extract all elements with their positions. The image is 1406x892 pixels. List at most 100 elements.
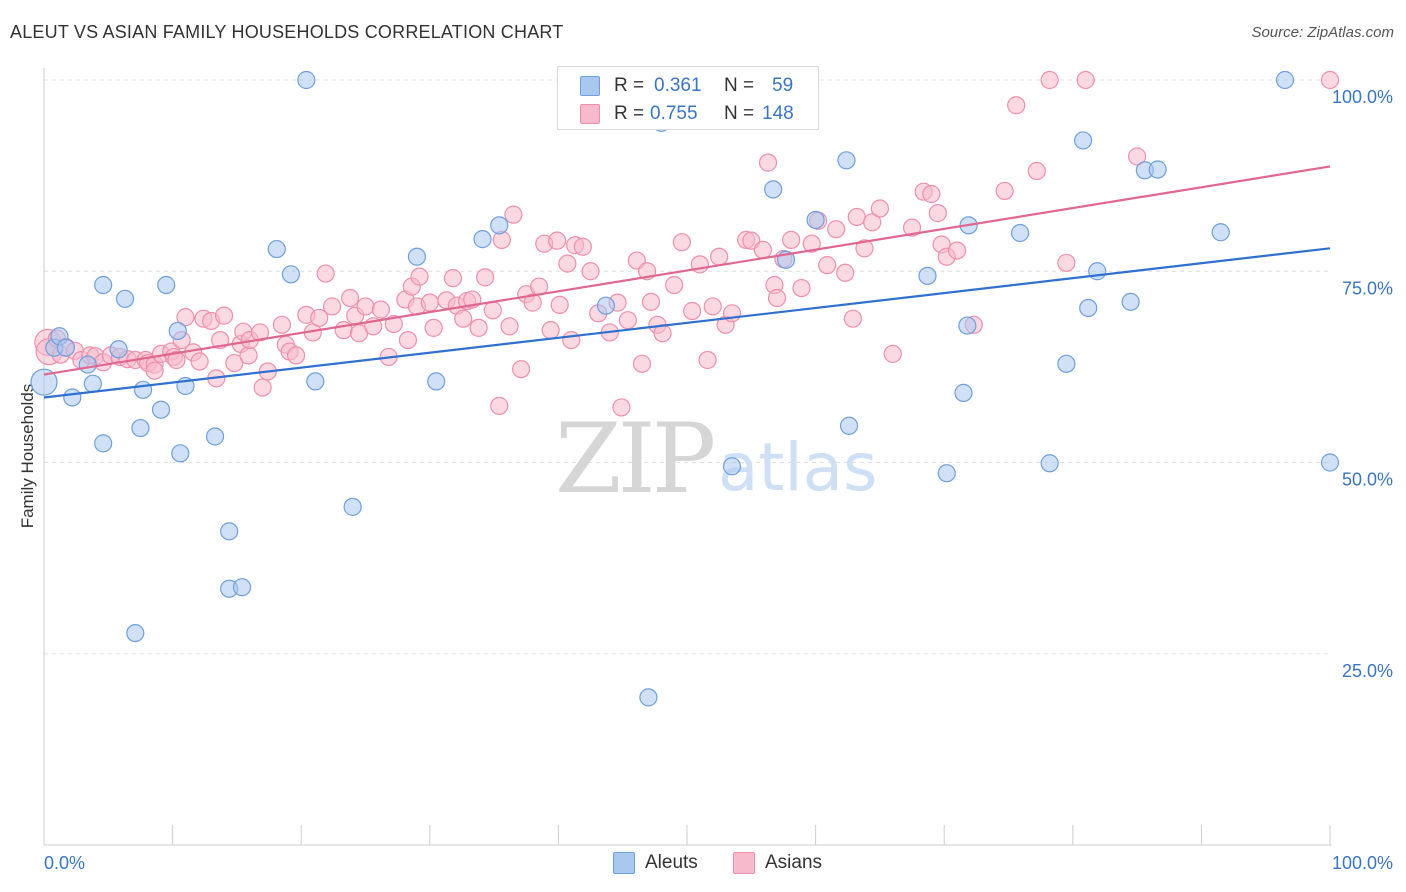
aleut-point [958,316,977,335]
source-note: Source: ZipAtlas.com [1251,24,1394,41]
asian-point [581,262,600,281]
asian-point [356,297,375,316]
asian-point [371,300,391,319]
watermark: ZIP atlas [555,403,878,515]
asian-point [512,360,531,379]
aleut-point [94,275,113,295]
asian-point [250,323,270,342]
asian-point [612,398,631,417]
aleut-point [1211,223,1230,242]
aleut-point [806,210,825,230]
x-tick-label: 100.0% [1332,853,1393,873]
asian-point [548,231,567,250]
asian-point [902,218,922,237]
chart-title: ALEUT VS ASIAN FAMILY HOUSEHOLDS CORRELA… [10,22,564,42]
asian-point [253,378,272,397]
r-value: 0.755 [650,103,698,124]
aleut-point [343,497,362,516]
asian-point [836,263,855,282]
aleut-point [427,372,446,391]
aleut-point [1320,453,1340,472]
asian-point [665,275,684,295]
aleut-point [490,216,509,235]
stats-box: R = 0.361 N = 59 R = 0.755 N = 148 [557,66,819,130]
x-tick-label: 0.0% [44,853,85,873]
asian-point [454,309,473,328]
aleut-point [839,416,859,435]
asian-point [322,297,342,316]
asian-legend-swatch [733,852,755,874]
aleut-point [473,230,492,249]
n-value: 148 [762,103,794,124]
aleut-point [205,427,225,446]
asian-point [310,308,329,328]
aleut-point [954,383,973,402]
aleut-point [126,623,145,643]
n-label: N = [724,103,755,124]
asian-point [286,346,306,365]
series-aleuts [30,70,1340,707]
y-tick-label: 100.0% [1332,87,1393,107]
asian-point [225,353,244,373]
asian-point [340,288,360,308]
aleut-point [1088,262,1107,281]
asian-trendline [43,165,1331,376]
aleut-trendline [43,247,1331,399]
aleut-point [109,340,128,359]
aleut-point [63,388,82,407]
asian-point [1007,96,1026,115]
aleut-point [918,266,937,285]
asian-point [1076,70,1095,90]
asian-point [922,184,941,204]
asian-point [550,295,569,315]
asian-swatch [580,104,600,124]
asian-point [490,396,509,415]
asian-point [698,350,717,370]
asian-point [573,237,592,256]
asian-point [1057,253,1076,272]
asian-point [504,205,523,224]
asian-point [239,346,258,365]
asian-point [483,301,502,320]
aleut-point [151,400,171,419]
asian-point [947,241,967,260]
y-tick-label: 25.0% [1342,661,1393,681]
asian-point [995,181,1014,201]
asian-point [214,306,234,325]
asian-point [190,352,209,371]
asian-point [384,314,403,334]
asian-point [398,331,418,350]
axes [43,68,1332,846]
asian-point [475,268,495,287]
aleut-point [407,247,427,266]
asian-point [827,220,846,239]
asian-point [167,350,186,370]
aleut-point [639,688,658,707]
n-label: N = [724,75,755,96]
asian-point [410,267,429,286]
aleut-swatch [580,76,600,96]
asian-point [523,293,542,312]
asian-point [847,207,866,227]
aleut-point [1121,292,1140,311]
asian-point [420,293,439,312]
aleut-point [83,374,102,393]
aleut-point [56,338,75,357]
asian-point [500,317,519,336]
y-tick-label: 75.0% [1342,278,1393,298]
asian-point [1127,147,1147,166]
watermark-zip: ZIP [555,403,714,515]
aleut-point [1073,131,1093,150]
aleut-point [281,265,301,284]
asian-point [1027,161,1046,181]
aleut-point [1148,160,1167,179]
trendlines [43,165,1331,399]
asian-point [683,301,702,321]
n-value: 59 [772,75,794,96]
asian-point [710,247,729,266]
r-value: 0.361 [654,75,702,96]
asian-point [145,361,164,380]
aleut-point [596,296,616,315]
aleut-point [220,522,239,541]
